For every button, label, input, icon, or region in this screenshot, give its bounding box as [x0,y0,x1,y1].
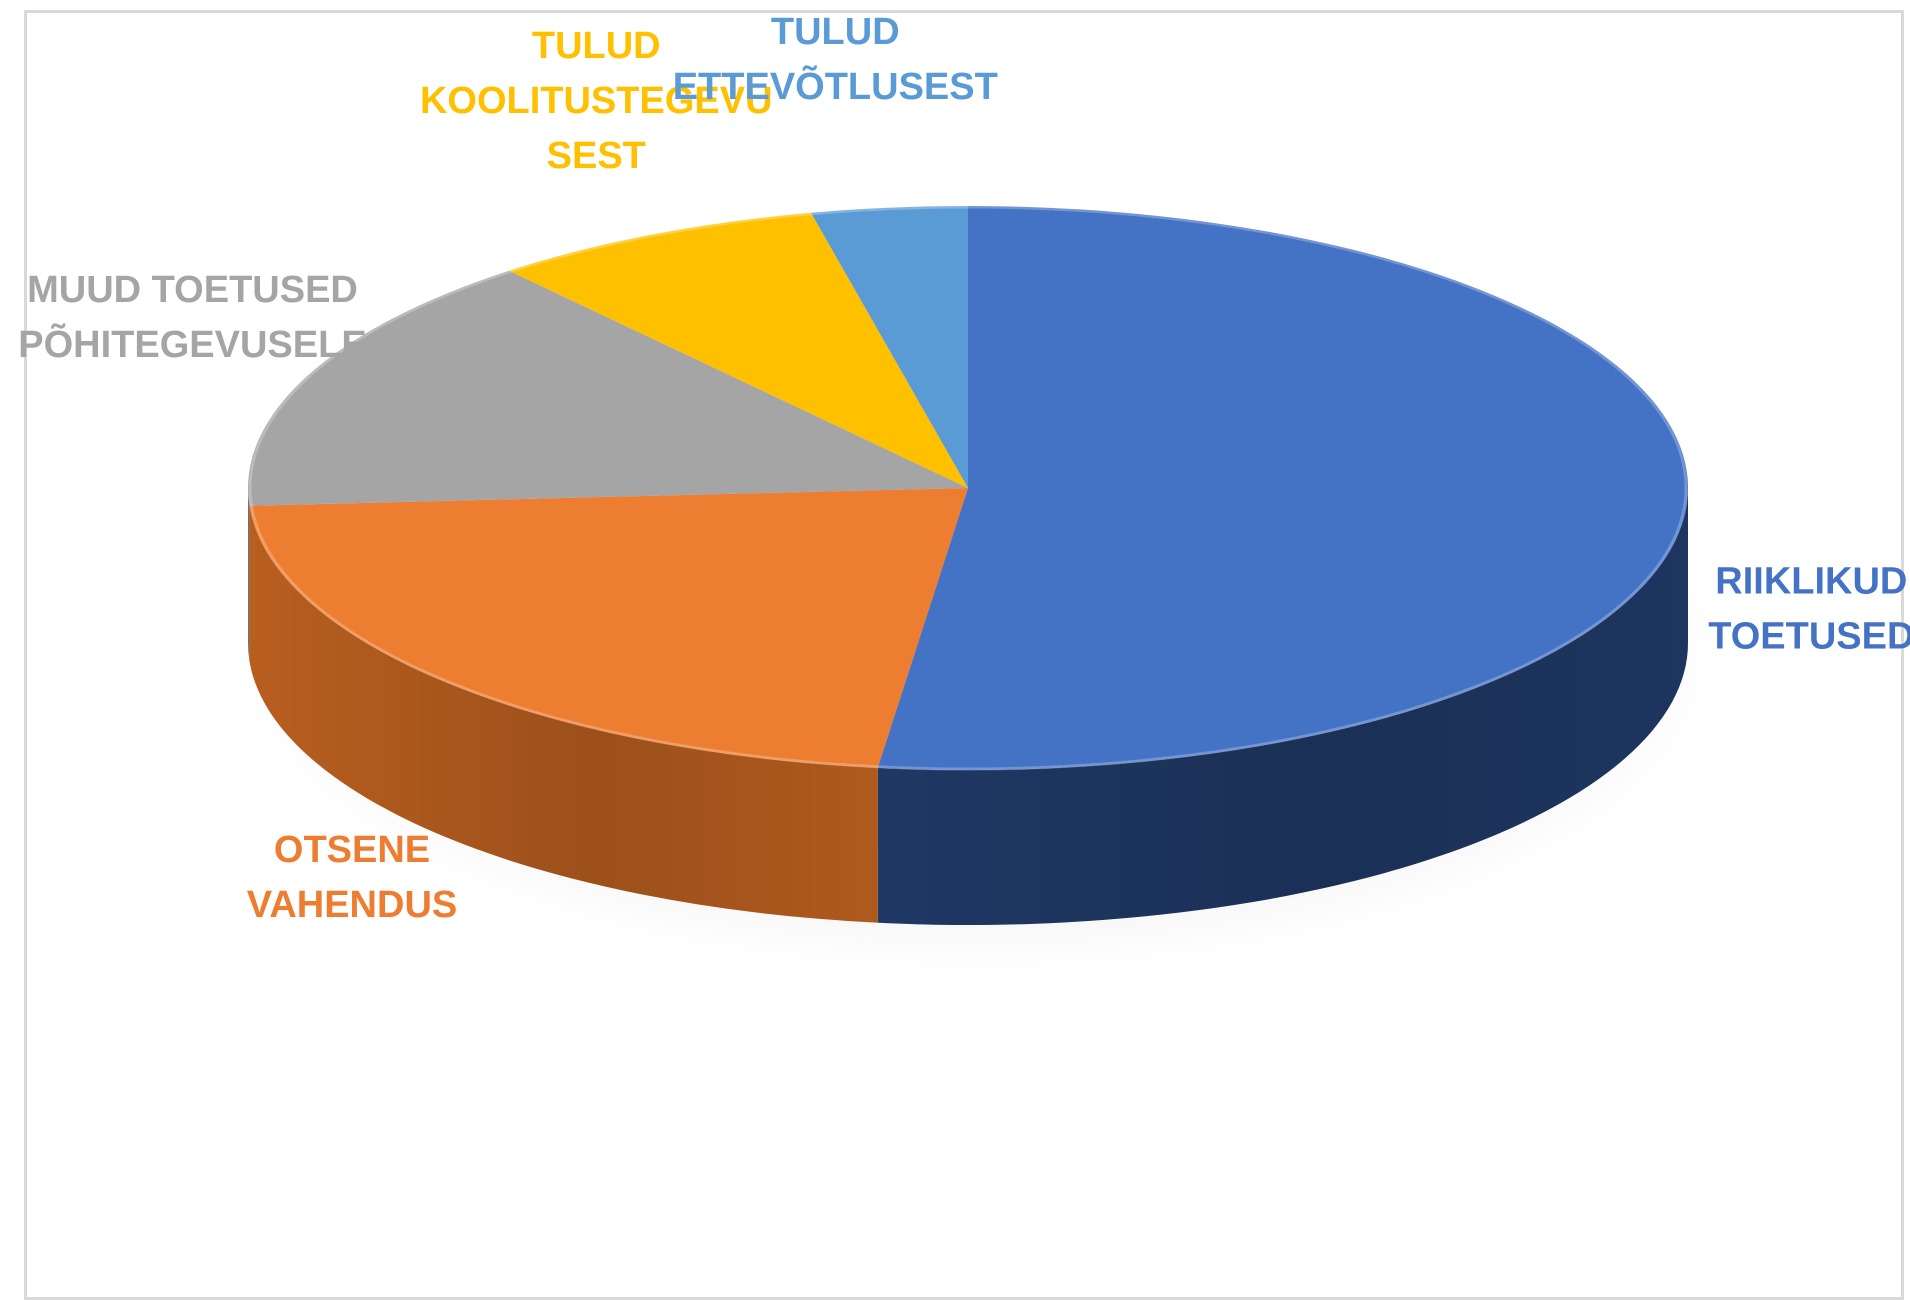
label-line: TULUD [532,25,661,67]
label-line: VAHENDUS [247,884,457,926]
label-line: RIIKLIKUD [1715,561,1907,603]
pie-sides [248,488,1688,925]
label-line: ETTEVÕTLUSEST [673,64,998,108]
label-line: PÕHITEGEVUSELE [18,322,366,366]
label-line: MUUD TOETUSED [27,269,358,311]
pie-slice-tulud-ettevotlusest [810,206,968,488]
pie-top [248,205,1688,771]
pie-labels: RIIKLIKUD TOETUSED OTSENE VAHENDUS MUUD TOET… [18,11,1910,926]
label-otsene-vahendus: OTSENE VAHENDUS [247,829,457,926]
label-line: TOETUSED [1708,616,1910,658]
pie-slice-riiklikud-toetused [877,206,1688,770]
label-riiklikud-toetused: RIIKLIKUD TOETUSED [1708,561,1910,658]
pie-rim [248,205,1688,771]
pie-slice-tulud-koolitustegevusest [509,212,968,488]
pie-side-shade-muud-toetused-pohitegevusele [248,488,250,661]
label-line: KOOLITUSTEGEVU [420,80,773,122]
label-line: OTSENE [274,829,430,871]
pie-side-shade-otsene-vahendus [249,505,878,923]
pie-slice-muud-toetused-pohitegevusele [248,270,968,506]
label-line: SEST [547,135,646,177]
label-tulud-koolitustegevusest: TULUD KOOLITUSTEGEVU SEST [420,25,773,177]
pie-slice-otsene-vahendus [249,488,968,768]
pie-side-shade-riiklikud-toetused [877,488,1688,925]
label-tulud-ettevotlusest: TULUD ETTEVÕTLUSEST [673,11,998,108]
label-line: TULUD [771,11,900,53]
label-muud-toetused-pohitegevusele: MUUD TOETUSED PÕHITEGEVUSELE [18,269,366,366]
